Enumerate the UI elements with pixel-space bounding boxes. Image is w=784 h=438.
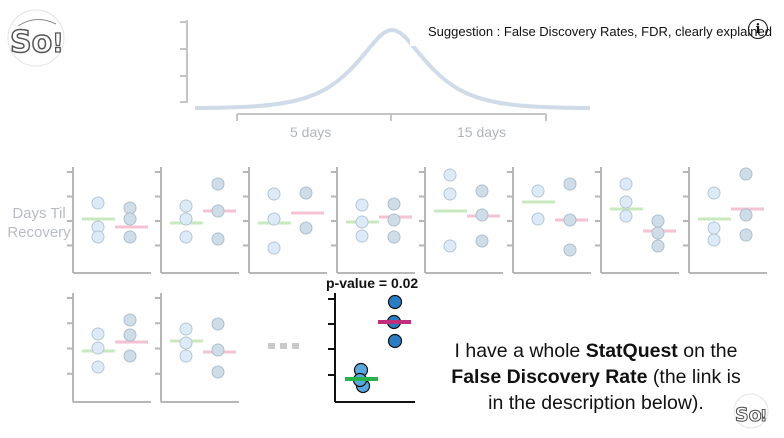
normal-curve (194, 27, 591, 110)
data-point (267, 212, 281, 226)
data-point (211, 343, 225, 357)
data-point (355, 229, 369, 243)
data-point (267, 187, 281, 201)
caption-fdr: False Discovery Rate (451, 366, 648, 388)
data-point (123, 201, 137, 215)
data-point (179, 199, 193, 213)
data-point (91, 360, 105, 374)
data-point (739, 228, 753, 242)
data-point (179, 336, 193, 350)
sample-panels (67, 167, 767, 403)
data-point (91, 230, 105, 244)
distribution-plot: 5 days 15 days (180, 20, 591, 140)
data-point (91, 196, 105, 210)
data-point (387, 230, 401, 244)
data-point (619, 195, 633, 209)
data-point (211, 365, 225, 379)
data-point (475, 208, 489, 222)
tick-label-5-days: 5 days (290, 124, 331, 140)
data-point (707, 233, 721, 247)
y-axis-label-line2: Recovery (7, 224, 71, 241)
statquest-logo-icon: So ! (7, 9, 65, 67)
caption-statquest: StatQuest (585, 340, 678, 362)
data-point (619, 209, 633, 223)
data-point (211, 232, 225, 246)
data-point (179, 230, 193, 244)
svg-text:!: ! (52, 29, 64, 59)
data-point (443, 187, 457, 201)
highlighted-panel (328, 293, 415, 403)
data-point (563, 243, 577, 257)
data-point (91, 327, 105, 341)
y-axis-label-line1: Days Til (12, 205, 66, 222)
suggestion-text[interactable]: Suggestion : False Discovery Rates, FDR,… (428, 23, 772, 39)
data-point (123, 313, 137, 327)
info-icon[interactable]: i (748, 19, 768, 39)
data-point (739, 167, 753, 181)
data-point (563, 177, 577, 191)
data-point (443, 239, 457, 253)
data-point (123, 212, 137, 226)
data-point (123, 349, 137, 363)
data-point (387, 213, 401, 227)
data-point (475, 234, 489, 248)
data-point (651, 239, 665, 253)
data-point (563, 213, 577, 227)
caption-line-2: False Discovery Rate (the link is (451, 366, 741, 388)
data-point (475, 184, 489, 198)
data-point (651, 214, 665, 228)
data-point (267, 241, 281, 255)
data-point (179, 349, 193, 363)
data-point (299, 221, 313, 235)
data-point (387, 197, 401, 211)
data-point (299, 186, 313, 200)
data-point (531, 212, 545, 226)
tick-label-15-days: 15 days (457, 124, 506, 140)
ellipsis (268, 343, 299, 349)
suggestion-card[interactable]: Suggestion : False Discovery Rates, FDR,… (410, 16, 784, 46)
data-point (123, 230, 137, 244)
caption-line-1: I have a whole StatQuest on the (454, 340, 738, 362)
data-point (739, 208, 753, 222)
data-point (211, 317, 225, 331)
y-axis-label: Days Til Recovery (4, 204, 74, 242)
data-point (179, 212, 193, 226)
data-point (355, 215, 369, 229)
svg-text:So: So (735, 404, 762, 426)
data-point (443, 168, 457, 182)
data-point (387, 294, 403, 310)
data-point (123, 328, 137, 342)
data-point (707, 221, 721, 235)
data-point (91, 341, 105, 355)
svg-text:So: So (10, 25, 52, 60)
caption-line-3: in the description below). (488, 392, 704, 414)
data-point (387, 333, 403, 349)
data-point (211, 204, 225, 218)
data-point (531, 184, 545, 198)
data-point (651, 226, 665, 240)
svg-text:!: ! (760, 406, 767, 425)
data-point (619, 177, 633, 191)
data-point (211, 177, 225, 191)
data-point (707, 186, 721, 200)
data-point (179, 322, 193, 336)
data-point (355, 198, 369, 212)
statquest-logo-small-icon: So ! (733, 393, 769, 429)
caption: I have a whole StatQuest on the False Di… (436, 338, 756, 416)
p-value-label: p-value = 0.02 (326, 275, 419, 291)
